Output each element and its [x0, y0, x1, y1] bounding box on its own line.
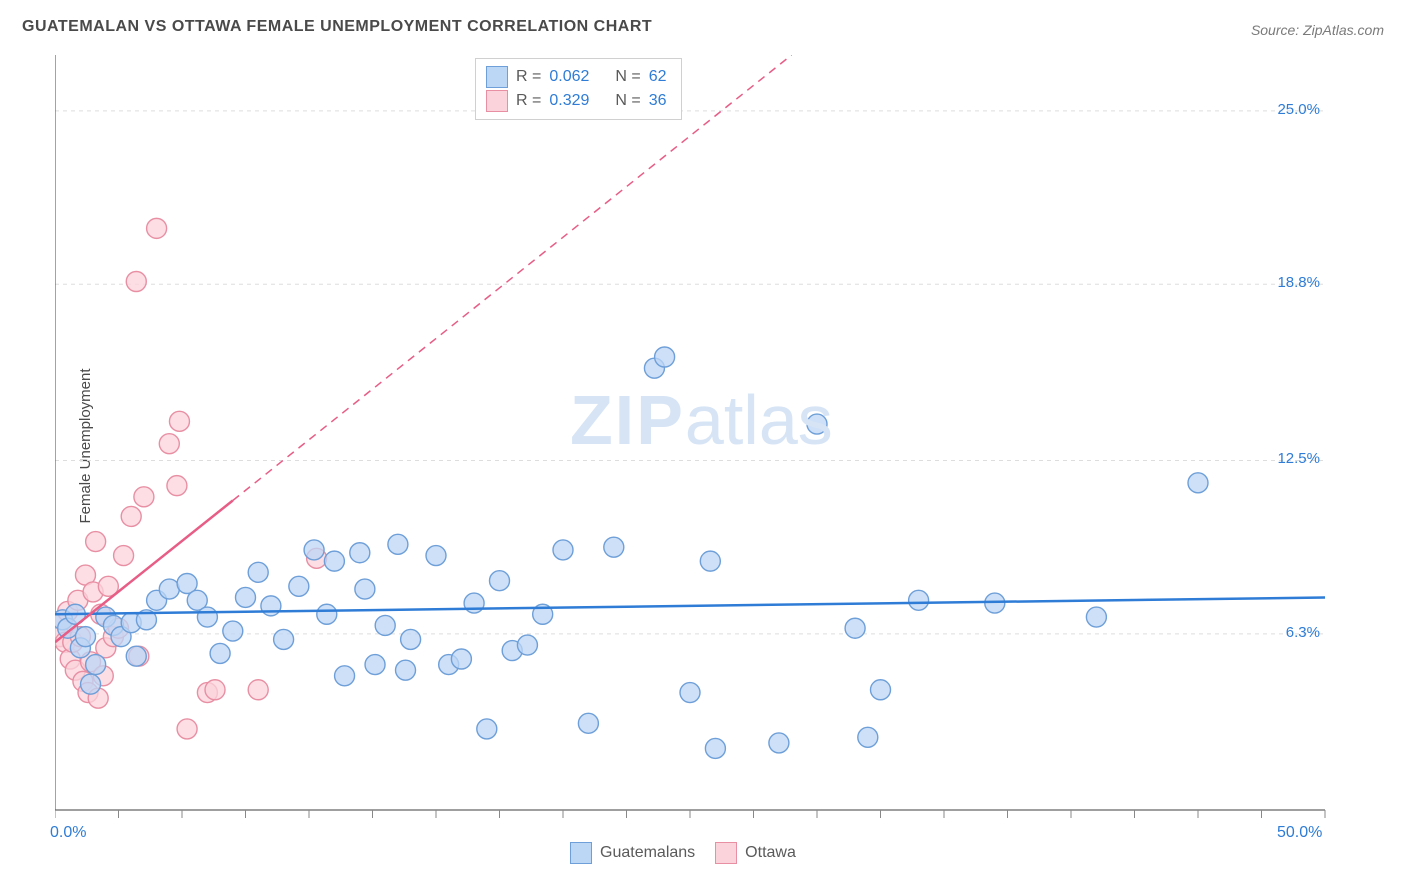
guatemalan-point — [126, 646, 146, 666]
guatemalan-point — [274, 629, 294, 649]
y-grid-label: 18.8% — [1265, 274, 1320, 291]
guatemalan-point — [261, 596, 281, 616]
guatemalan-point — [909, 590, 929, 610]
chart-title: GUATEMALAN VS OTTAWA FEMALE UNEMPLOYMENT… — [22, 18, 652, 36]
r-label: R = — [516, 65, 541, 89]
legend-swatch — [570, 842, 592, 864]
stat-row: R = 0.329 N = 36 — [486, 89, 667, 113]
guatemalan-point — [1188, 473, 1208, 493]
y-grid-label: 6.3% — [1265, 624, 1320, 641]
guatemalan-point — [248, 562, 268, 582]
guatemalan-point — [324, 551, 344, 571]
guatemalan-point — [223, 621, 243, 641]
guatemalan-point — [464, 593, 484, 613]
guatemalan-point — [490, 571, 510, 591]
x-axis-legend: Guatemalans Ottawa — [570, 842, 796, 864]
guatemalan-point — [236, 587, 256, 607]
source-attribution: Source: ZipAtlas.com — [1251, 22, 1384, 38]
guatemalan-point — [304, 540, 324, 560]
guatemalan-point — [289, 576, 309, 596]
y-grid-label: 25.0% — [1265, 101, 1320, 118]
r-value: 0.062 — [549, 65, 589, 89]
correlation-stats-box: R = 0.062 N = 62 R = 0.329 N = 36 — [475, 58, 682, 120]
guatemalan-point — [871, 680, 891, 700]
ottawa-point — [169, 411, 189, 431]
ottawa-point — [177, 719, 197, 739]
n-label: N = — [615, 65, 640, 89]
guatemalan-point — [604, 537, 624, 557]
series-swatch — [486, 90, 508, 112]
guatemalan-point — [396, 660, 416, 680]
x-axis-max-label: 50.0% — [1277, 824, 1322, 842]
guatemalan-point — [578, 713, 598, 733]
legend-swatch — [715, 842, 737, 864]
n-value: 62 — [649, 65, 667, 89]
guatemalan-point — [845, 618, 865, 638]
legend-label: Guatemalans — [600, 844, 695, 862]
guatemalan-point — [350, 543, 370, 563]
guatemalan-point — [769, 733, 789, 753]
guatemalan-point — [807, 414, 827, 434]
guatemalan-point — [655, 347, 675, 367]
ottawa-point — [126, 272, 146, 292]
ottawa-point — [114, 546, 134, 566]
guatemalan-point — [81, 674, 101, 694]
ottawa-point — [134, 487, 154, 507]
r-label: R = — [516, 89, 541, 113]
guatemalan-point — [401, 629, 421, 649]
trend-line-dashed — [233, 55, 792, 500]
guatemalan-point — [86, 655, 106, 675]
scatter-plot — [55, 55, 1375, 835]
ottawa-point — [121, 506, 141, 526]
ottawa-point — [147, 218, 167, 238]
guatemalan-point — [388, 534, 408, 554]
stat-row: R = 0.062 N = 62 — [486, 65, 667, 89]
guatemalan-point — [210, 643, 230, 663]
ottawa-point — [86, 532, 106, 552]
y-grid-label: 12.5% — [1265, 450, 1320, 467]
guatemalan-point — [553, 540, 573, 560]
legend-item: Guatemalans — [570, 842, 695, 864]
n-value: 36 — [649, 89, 667, 113]
ottawa-point — [159, 434, 179, 454]
ottawa-point — [248, 680, 268, 700]
guatemalan-point — [197, 607, 217, 627]
guatemalan-point — [317, 604, 337, 624]
guatemalan-point — [451, 649, 471, 669]
legend-item: Ottawa — [715, 842, 796, 864]
guatemalan-point — [75, 627, 95, 647]
guatemalan-point — [335, 666, 355, 686]
legend-label: Ottawa — [745, 844, 796, 862]
x-axis-min-label: 0.0% — [50, 824, 86, 842]
guatemalan-point — [1086, 607, 1106, 627]
guatemalan-point — [159, 579, 179, 599]
guatemalan-point — [680, 683, 700, 703]
n-label: N = — [615, 89, 640, 113]
r-value: 0.329 — [549, 89, 589, 113]
guatemalan-point — [365, 655, 385, 675]
guatemalan-point — [375, 615, 395, 635]
guatemalan-point — [355, 579, 375, 599]
ottawa-point — [167, 476, 187, 496]
ottawa-point — [205, 680, 225, 700]
guatemalan-point — [517, 635, 537, 655]
guatemalan-point — [700, 551, 720, 571]
guatemalan-point — [858, 727, 878, 747]
series-swatch — [486, 66, 508, 88]
guatemalan-point — [705, 738, 725, 758]
guatemalan-point — [426, 546, 446, 566]
guatemalan-point — [477, 719, 497, 739]
